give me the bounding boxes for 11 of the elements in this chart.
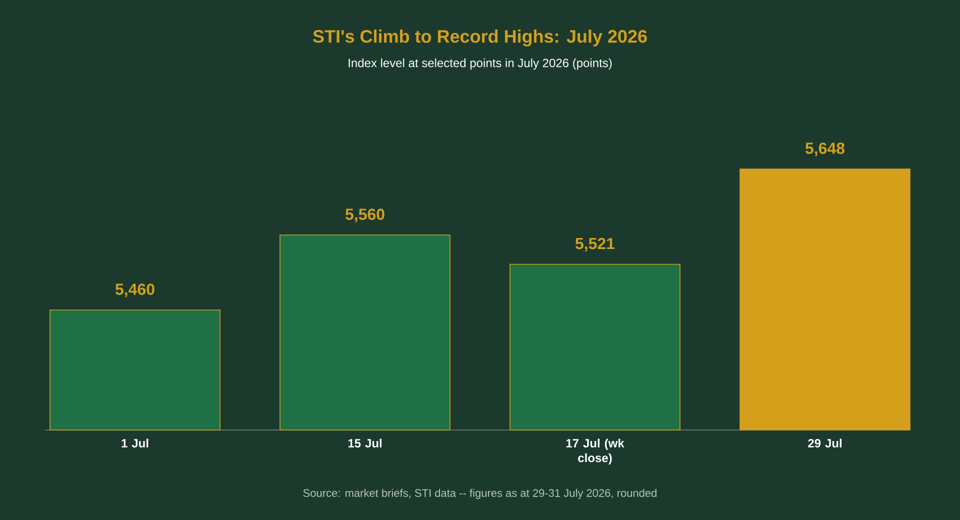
data-label: 5,521 <box>575 238 615 252</box>
chart-subtitle: Index level at selected points in July 2026 (points) <box>348 58 612 70</box>
source-note: Source: market briefs, STI data -- figures as at 29-31 July 2026, rounded <box>303 488 656 500</box>
x-tick-label: 17 Jul (wk close) <box>566 438 624 465</box>
x-tick-label: 29 Jul <box>808 438 842 448</box>
data-label: 5,560 <box>345 208 384 222</box>
x-tick-label: 15 Jul <box>348 438 382 448</box>
x-tick-label: 1 Jul <box>122 438 148 448</box>
data-label: 5,460 <box>115 284 154 298</box>
data-label: 5,648 <box>805 142 845 156</box>
chart-title: STI's Climb to Record Highs: July 2026 <box>313 30 647 46</box>
